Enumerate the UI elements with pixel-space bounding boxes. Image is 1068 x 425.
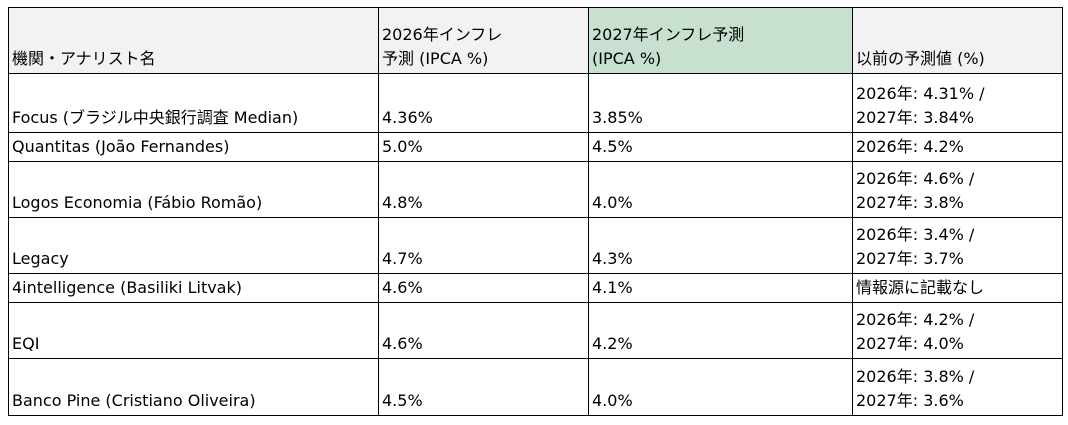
cell-2026-forecast: 4.7% [378, 217, 589, 274]
header-2026-inflation-forecast: 2026年インフレ 予測 (IPCA %) [378, 7, 589, 74]
header-2027-inflation-forecast: 2027年インフレ予測 (IPCA %) [588, 7, 853, 74]
cell-2027-forecast: 4.5% [588, 132, 853, 162]
cell-institution: Quantitas (João Fernandes) [8, 132, 379, 162]
cell-2026-forecast: 4.6% [378, 302, 589, 359]
table-row-legacy: Legacy 4.7% 4.3% 2026年: 3.4% / 2027年: 3.… [8, 217, 1063, 274]
cell-2026-forecast: 4.6% [378, 273, 589, 303]
table-row-logos-economia: Logos Economia (Fábio Romão) 4.8% 4.0% 2… [8, 161, 1063, 218]
table-row-eqi: EQI 4.6% 4.2% 2026年: 4.2% / 2027年: 4.0% [8, 302, 1063, 359]
cell-institution: Legacy [8, 217, 379, 274]
cell-institution: EQI [8, 302, 379, 359]
cell-previous-forecast: 2026年: 4.2% / 2027年: 4.0% [852, 302, 1063, 359]
cell-institution: Focus (ブラジル中央銀行調査 Median) [8, 73, 379, 133]
cell-2026-forecast: 4.36% [378, 73, 589, 133]
cell-2027-forecast: 4.0% [588, 161, 853, 218]
cell-previous-forecast: 2026年: 4.6% / 2027年: 3.8% [852, 161, 1063, 218]
cell-institution: 4intelligence (Basiliki Litvak) [8, 273, 379, 303]
table-row-banco-pine: Banco Pine (Cristiano Oliveira) 4.5% 4.0… [8, 358, 1063, 416]
cell-2027-forecast: 3.85% [588, 73, 853, 133]
table-row-4intelligence: 4intelligence (Basiliki Litvak) 4.6% 4.1… [8, 273, 1063, 303]
cell-2027-forecast: 4.3% [588, 217, 853, 274]
cell-previous-forecast: 2026年: 4.2% [852, 132, 1063, 162]
cell-2027-forecast: 4.2% [588, 302, 853, 359]
inflation-forecast-table: 機関・アナリスト名 2026年インフレ 予測 (IPCA %) 2027年インフ… [8, 7, 1063, 416]
table-row-quantitas: Quantitas (João Fernandes) 5.0% 4.5% 202… [8, 132, 1063, 162]
table-row-focus: Focus (ブラジル中央銀行調査 Median) 4.36% 3.85% 20… [8, 73, 1063, 133]
cell-2027-forecast: 4.1% [588, 273, 853, 303]
cell-previous-forecast: 2026年: 3.8% / 2027年: 3.6% [852, 358, 1063, 416]
table-container: 機関・アナリスト名 2026年インフレ 予測 (IPCA %) 2027年インフ… [8, 7, 1063, 416]
header-institution-analyst: 機関・アナリスト名 [8, 7, 379, 74]
cell-previous-forecast: 2026年: 4.31% / 2027年: 3.84% [852, 73, 1063, 133]
cell-2026-forecast: 4.8% [378, 161, 589, 218]
cell-2026-forecast: 5.0% [378, 132, 589, 162]
cell-previous-forecast: 2026年: 3.4% / 2027年: 3.7% [852, 217, 1063, 274]
cell-2026-forecast: 4.5% [378, 358, 589, 416]
header-previous-forecast: 以前の予測値 (%) [852, 7, 1063, 74]
cell-previous-forecast: 情報源に記載なし [852, 273, 1063, 303]
cell-institution: Banco Pine (Cristiano Oliveira) [8, 358, 379, 416]
cell-2027-forecast: 4.0% [588, 358, 853, 416]
header-row: 機関・アナリスト名 2026年インフレ 予測 (IPCA %) 2027年インフ… [8, 7, 1063, 74]
cell-institution: Logos Economia (Fábio Romão) [8, 161, 379, 218]
